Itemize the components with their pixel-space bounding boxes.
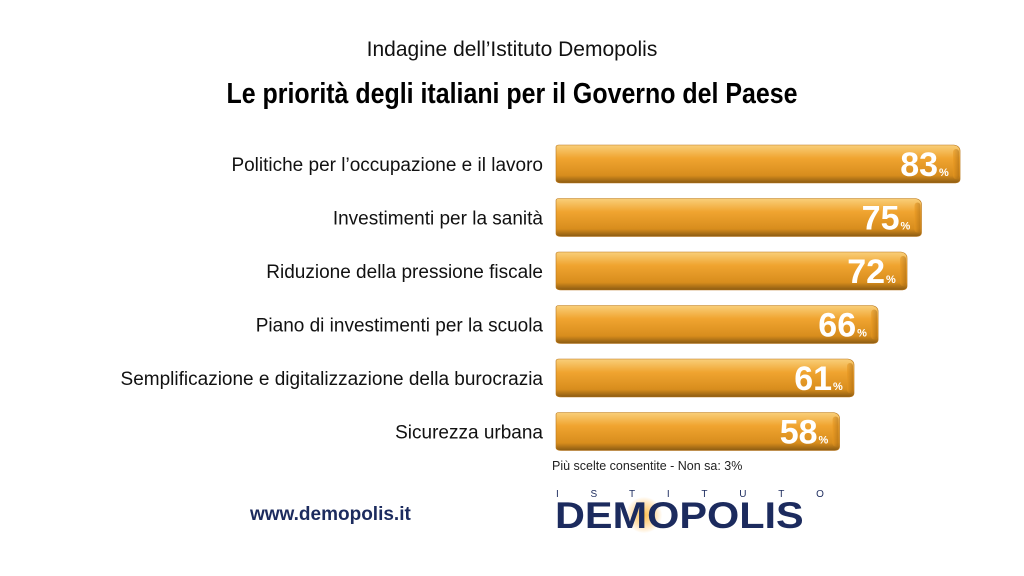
logo-letter: U <box>739 489 747 500</box>
data-label-percent: % <box>886 274 896 286</box>
data-label-percent: % <box>857 328 867 340</box>
bar-end-cap <box>871 309 878 340</box>
data-label-percent: % <box>939 167 949 179</box>
bar-1 <box>555 144 961 184</box>
logo-letter: O <box>816 489 824 500</box>
bar-chart: Politiche per l’occupazione e il lavoro 8… <box>121 144 961 452</box>
bar-end-cap <box>953 149 960 179</box>
chart-title: Le priorità degli italiani per il Govern… <box>226 78 798 110</box>
bar-end-cap <box>914 202 921 233</box>
logo-letter: T <box>628 489 636 500</box>
bar-end-cap <box>847 363 854 393</box>
bar-2 <box>555 198 922 237</box>
data-label: 61 <box>794 360 832 398</box>
bar-6 <box>555 412 840 451</box>
footnote: Più scelte consentite - Non sa: 3% <box>552 459 743 473</box>
category-label: Investimenti per la sanità <box>333 209 544 230</box>
data-label-percent: % <box>901 221 911 233</box>
logo-letter: T <box>701 489 708 500</box>
logo-letter: I <box>556 489 559 500</box>
chart-subtitle: Indagine dell’Istituto Demopolis <box>366 38 658 61</box>
website-link[interactable]: www.demopolis.it <box>250 504 411 525</box>
bar-3 <box>555 251 908 291</box>
logo-glow <box>626 497 662 533</box>
data-label: 72 <box>847 253 885 291</box>
data-label: 58 <box>780 414 818 452</box>
data-label: 83 <box>900 146 938 184</box>
demopolis-logo: DEMOPOLIS <box>555 495 804 536</box>
logo-letter: I <box>666 489 670 500</box>
category-label: Riduzione della pressione fiscale <box>266 262 543 283</box>
logo-letter: S <box>590 489 598 500</box>
bar-5 <box>555 358 855 398</box>
category-label: Politiche per l’occupazione e il lavoro <box>231 155 543 176</box>
category-label: Sicurezza urbana <box>395 423 543 444</box>
category-label: Semplificazione e digitalizzazione della… <box>121 369 544 390</box>
bar-end-cap <box>832 416 839 447</box>
bar-end-cap <box>900 256 907 286</box>
data-label-percent: % <box>833 381 843 393</box>
category-label: Piano di investimenti per la scuola <box>256 316 544 337</box>
logo-istituto: I S T I T U T O <box>556 489 824 500</box>
bar-4 <box>555 305 879 344</box>
data-label-percent: % <box>819 435 829 447</box>
data-label: 66 <box>818 307 856 345</box>
logo-letter: T <box>778 489 785 500</box>
data-label: 75 <box>862 200 900 238</box>
